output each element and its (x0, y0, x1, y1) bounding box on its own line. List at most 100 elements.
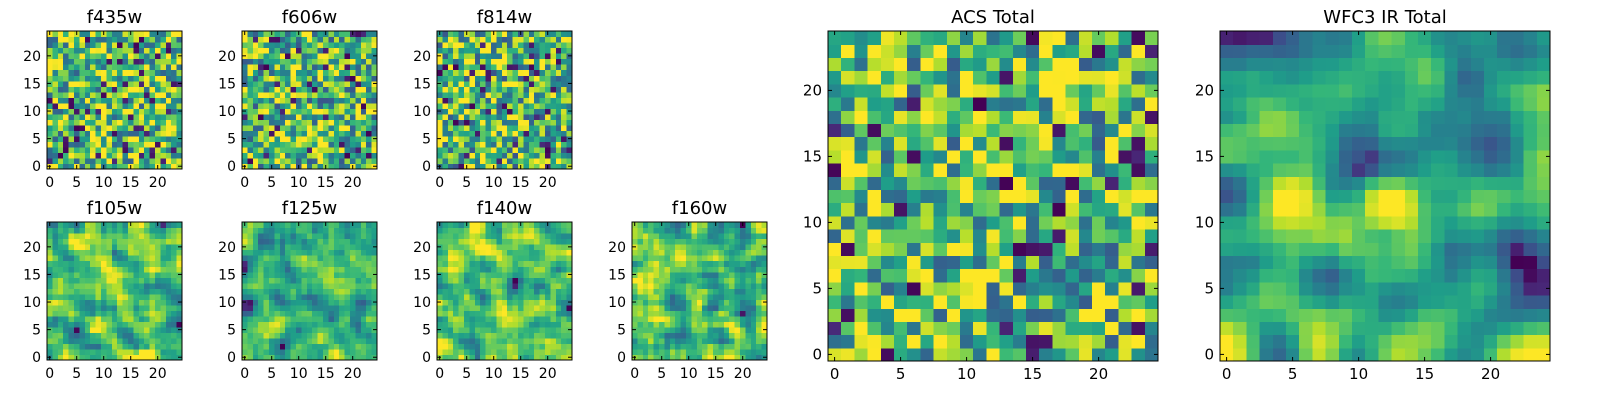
heatmap-cell (545, 332, 551, 338)
heatmap-cell (79, 261, 85, 267)
heatmap-cell (52, 310, 58, 316)
heatmap-cell (101, 158, 107, 164)
x-tick-label: 20 (539, 175, 557, 191)
heatmap-cell (670, 277, 676, 283)
heatmap-cell (986, 295, 1000, 309)
heatmap-cell (561, 75, 567, 81)
heatmap-cell (518, 239, 524, 245)
heatmap-cell (139, 152, 145, 158)
heatmap-cell (47, 239, 53, 245)
heatmap-cell (1145, 203, 1159, 217)
heatmap-cell (52, 70, 58, 76)
heatmap-cell (128, 299, 134, 305)
heatmap-cell (101, 244, 107, 250)
heatmap-cell (79, 152, 85, 158)
heatmap-cell (496, 272, 502, 278)
heatmap-cell (659, 233, 665, 239)
heatmap-cell (735, 343, 741, 349)
heatmap-cell (448, 310, 454, 316)
heatmap-cell (648, 321, 654, 327)
heatmap-cell (285, 136, 291, 142)
heatmap-cell (301, 114, 307, 120)
heatmap-cell (756, 349, 762, 355)
heatmap-cell (702, 305, 708, 311)
heatmap-cell (437, 266, 443, 272)
heatmap-cell (724, 277, 730, 283)
heatmap-cell (106, 250, 112, 256)
panel-title: f606w (282, 7, 337, 28)
heatmap-cell (686, 299, 692, 305)
heatmap-cell (453, 244, 459, 250)
heatmap-cell (502, 64, 508, 70)
heatmap-cell (96, 53, 102, 59)
heatmap-cell (106, 222, 112, 228)
heatmap-cell (697, 327, 703, 333)
heatmap-cell (101, 108, 107, 114)
heatmap-cell (334, 233, 340, 239)
heatmap-cell (63, 233, 69, 239)
heatmap-cell (323, 103, 329, 109)
heatmap-cell (756, 244, 762, 250)
heatmap-cell (323, 250, 329, 256)
heatmap-cell (708, 250, 714, 256)
heatmap-cell (58, 70, 64, 76)
heatmap-cell (459, 97, 465, 103)
heatmap-cell (518, 125, 524, 131)
heatmap-cell (117, 64, 123, 70)
heatmap-cell (361, 255, 367, 261)
heatmap-cell (334, 305, 340, 311)
heatmap-cell (1013, 282, 1027, 296)
heatmap-cell (323, 75, 329, 81)
heatmap-cell (654, 233, 660, 239)
heatmap-cell (112, 141, 118, 147)
heatmap-cell (280, 233, 286, 239)
heatmap-cell (496, 152, 502, 158)
heatmap-cell (328, 255, 334, 261)
heatmap-cell (729, 321, 735, 327)
heatmap-cell (691, 299, 697, 305)
heatmap-cell (496, 299, 502, 305)
heatmap-cell (123, 272, 129, 278)
heatmap-cell (361, 147, 367, 153)
heatmap-cell (247, 321, 253, 327)
heatmap-cell (69, 37, 75, 43)
heatmap-cell (339, 294, 345, 300)
heatmap-cell (366, 277, 372, 283)
heatmap-cell (291, 277, 297, 283)
heatmap-cell (307, 332, 313, 338)
heatmap-cell (150, 48, 156, 54)
heatmap-cell (654, 327, 660, 333)
heatmap-cell (534, 42, 540, 48)
heatmap-cell (52, 332, 58, 338)
heatmap-cell (643, 310, 649, 316)
heatmap-cell (540, 59, 546, 65)
heatmap-cell (659, 255, 665, 261)
heatmap-cell (133, 158, 139, 164)
heatmap-cell (112, 277, 118, 283)
heatmap-cell (745, 233, 751, 239)
heatmap-cell (480, 272, 486, 278)
heatmap-cell (312, 70, 318, 76)
heatmap-cell (52, 343, 58, 349)
heatmap-cell (52, 114, 58, 120)
heatmap-cell (973, 321, 987, 335)
heatmap-cell (291, 239, 297, 245)
heatmap-cell (96, 305, 102, 311)
heatmap-cell (437, 92, 443, 98)
heatmap-cell (1052, 163, 1066, 177)
heatmap-cell (469, 130, 475, 136)
heatmap-cell (751, 327, 757, 333)
heatmap-cell (756, 277, 762, 283)
heatmap-cell (74, 97, 80, 103)
heatmap-cell (437, 114, 443, 120)
heatmap-cell (280, 272, 286, 278)
heatmap-cell (79, 53, 85, 59)
heatmap-cell (1132, 269, 1146, 283)
heatmap-cell (58, 250, 64, 256)
heatmap-cell (740, 283, 746, 289)
heatmap-cell (128, 130, 134, 136)
heatmap-cell (150, 343, 156, 349)
heatmap-cell (47, 288, 53, 294)
heatmap-cell (648, 332, 654, 338)
heatmap-cell (659, 294, 665, 300)
